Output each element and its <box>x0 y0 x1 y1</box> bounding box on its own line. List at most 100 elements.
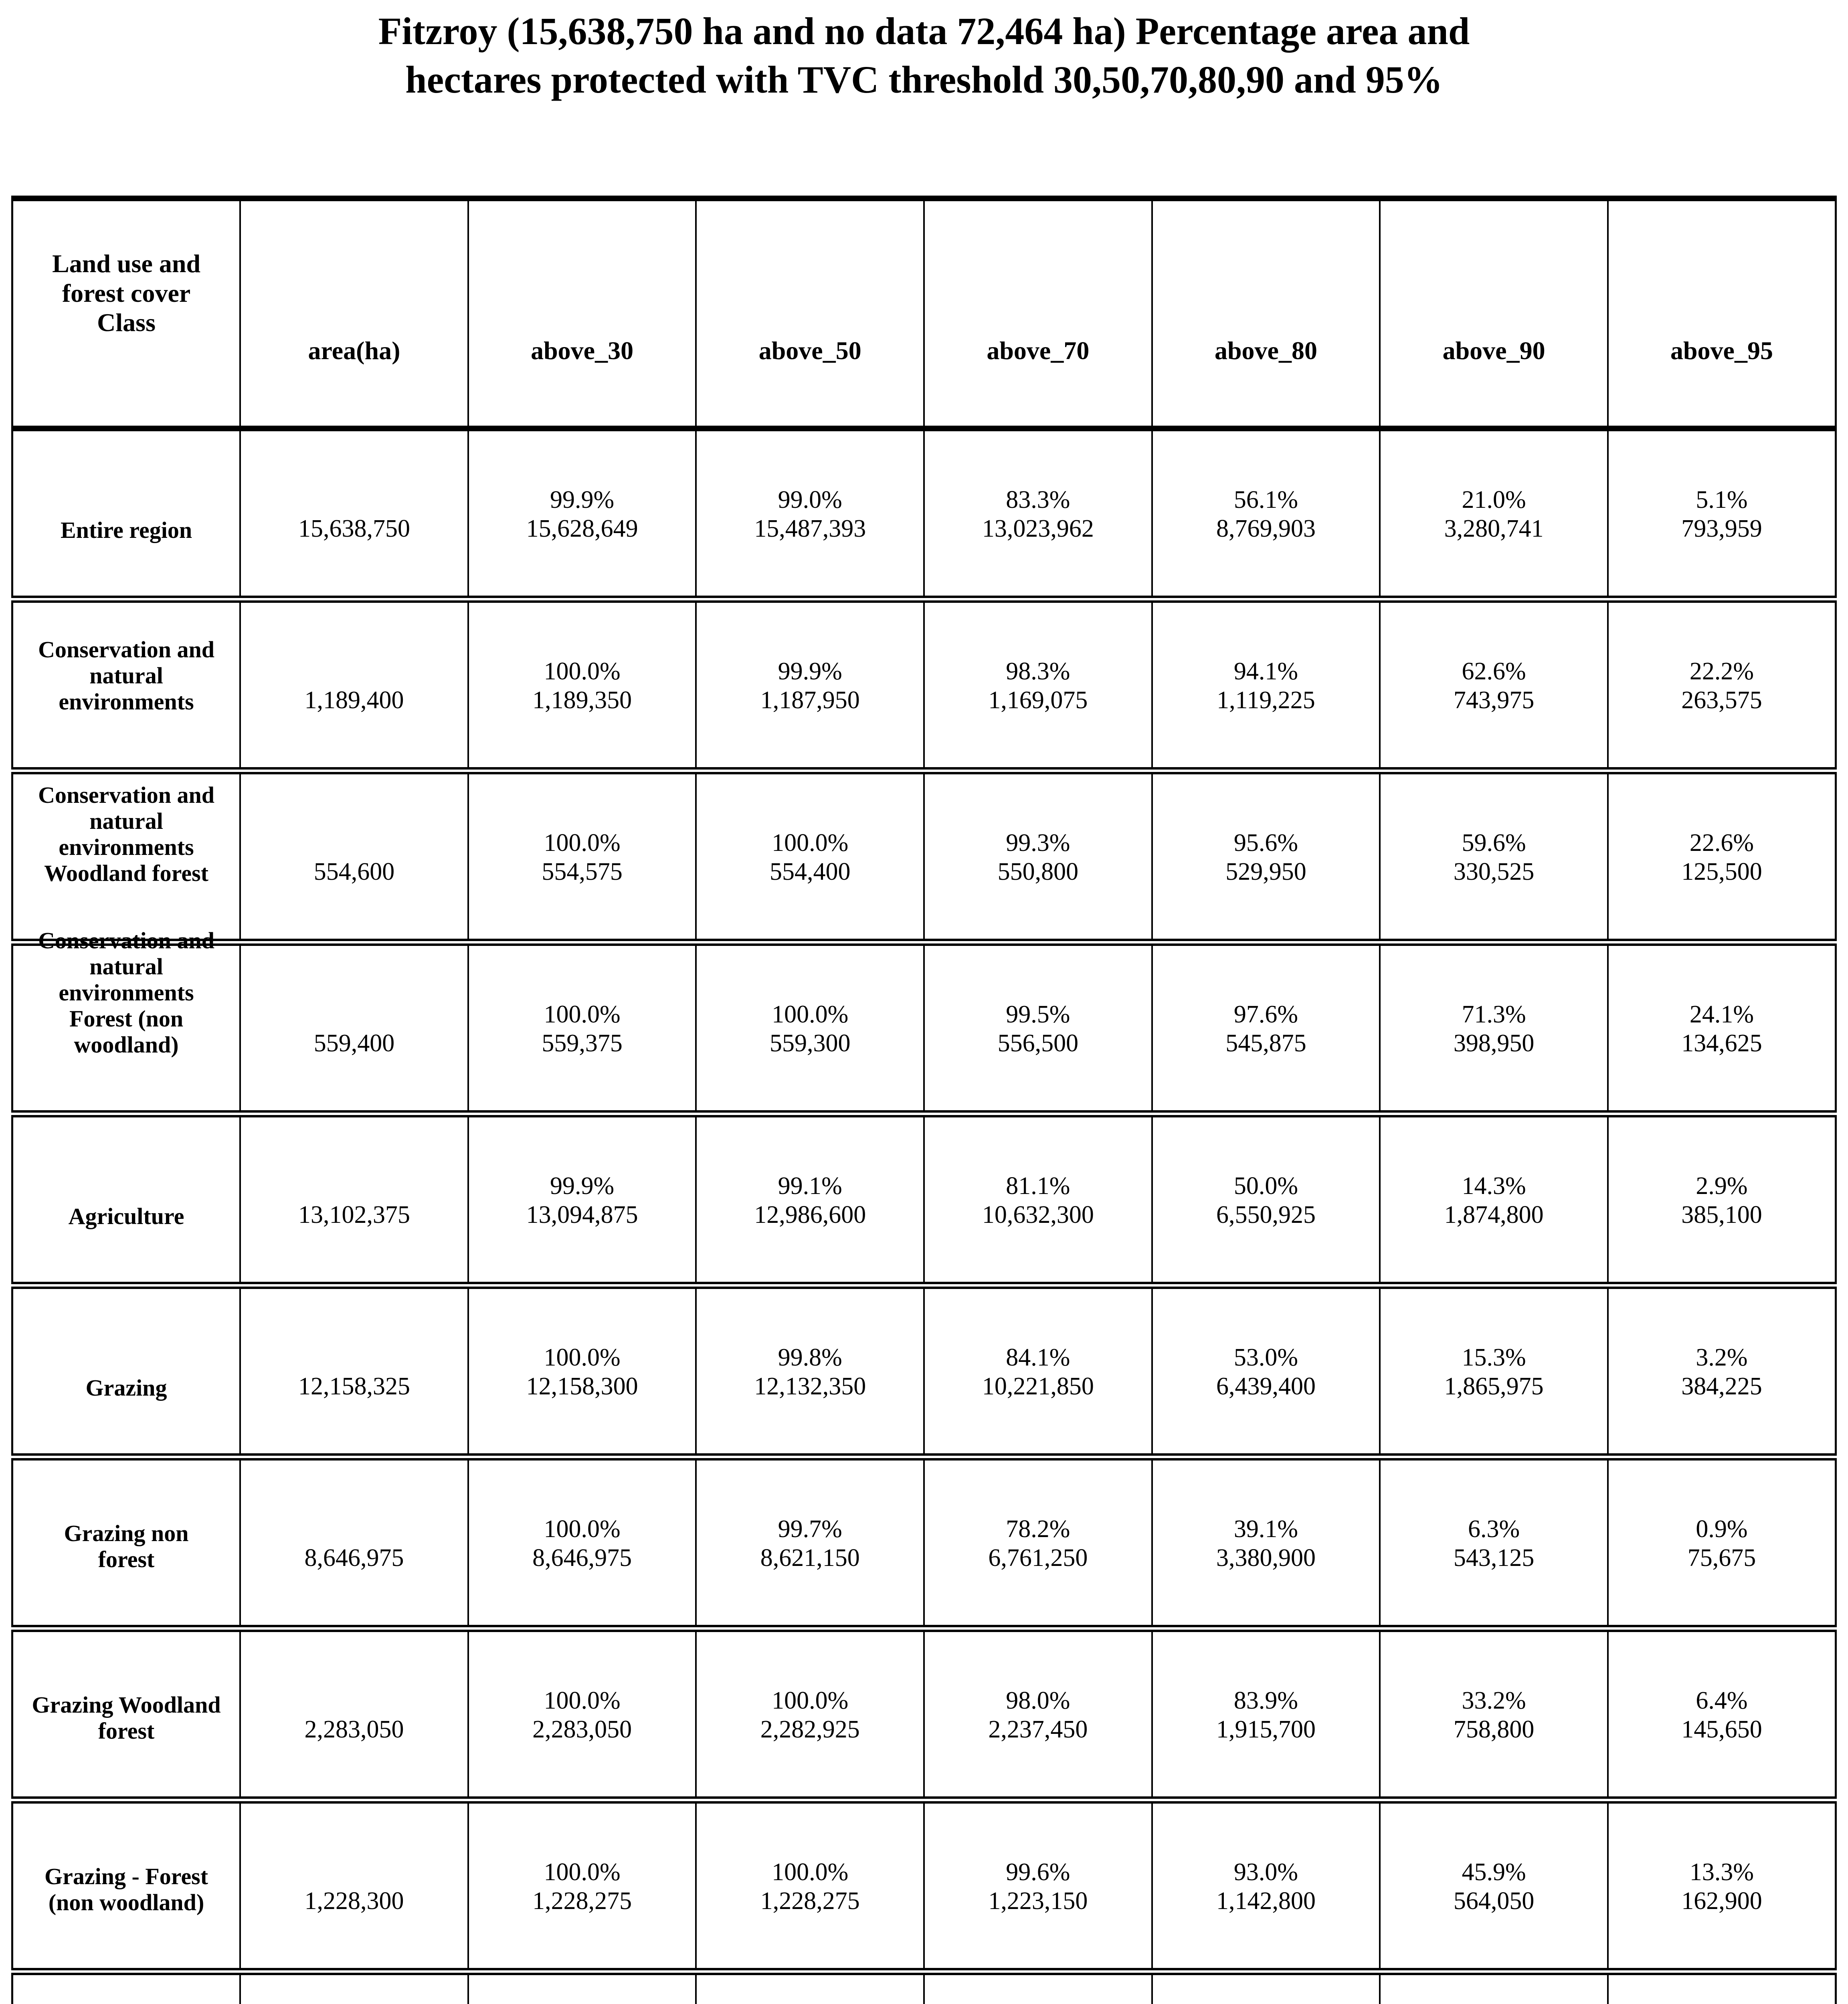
hectares-value: 10,632,300 <box>982 1201 1094 1228</box>
threshold-cell: 6.3% 543,125 <box>1379 1453 1608 1628</box>
row-label-cell: Agriculture <box>12 1110 241 1285</box>
percent-value: 15.3% <box>1462 1344 1526 1372</box>
threshold-cell: 22.6% 125,500 <box>1607 767 1836 942</box>
column-header-label: Land use and forest cover Class <box>52 249 201 337</box>
percent-value: 45.9% <box>1462 1859 1526 1886</box>
row-label-cell: Grazing - Forest (non woodland) <box>12 1796 241 1972</box>
hectares-value: 554,575 <box>542 858 623 885</box>
table-row: Entire region 15,638,750 99.9% 15,628,649 99… <box>12 425 1836 599</box>
column-header: above_90 <box>1379 198 1608 428</box>
hectares-value: 1,915,700 <box>1216 1716 1316 1743</box>
column-header-label: above_50 <box>758 336 861 365</box>
percent-value: 2.9% <box>1696 1172 1748 1200</box>
column-header: above_95 <box>1607 198 1836 428</box>
area-cell: 8,646,975 <box>239 1453 468 1628</box>
row-label: Conservation and natural environments Fo… <box>38 927 215 1058</box>
percent-value: 39.1% <box>1233 1515 1298 1543</box>
percent-value: 100.0% <box>772 829 849 857</box>
area-cell: 1,228,300 <box>239 1796 468 1972</box>
hectares-value: 3,280,741 <box>1444 515 1544 542</box>
hectares-value: 758,800 <box>1453 1716 1535 1743</box>
hectares-value: 545,875 <box>1225 1030 1306 1057</box>
threshold-cell: 24.1% 134,625 <box>1607 938 1836 1114</box>
threshold-cell: 62.6% 743,975 <box>1379 595 1608 771</box>
page-title: Fitzroy (15,638,750 ha and no data 72,46… <box>378 10 1470 101</box>
hectares-value: 2,282,925 <box>760 1716 860 1743</box>
percent-value: 84.1% <box>1006 1344 1070 1372</box>
row-label-cell: Entire region <box>12 425 241 599</box>
column-header-label: above_90 <box>1442 336 1545 365</box>
column-header: above_80 <box>1151 198 1380 428</box>
area-value: 15,638,750 <box>298 515 410 542</box>
percent-value: 6.3% <box>1468 1515 1520 1543</box>
hectares-value: 793,959 <box>1681 515 1762 542</box>
threshold-cell: 99.8% 12,132,350 <box>695 1281 924 1457</box>
percent-value: 99.5% <box>1006 1001 1070 1028</box>
column-header: above_50 <box>695 198 924 428</box>
percent-value: 22.2% <box>1689 658 1754 685</box>
threshold-cell: 100.0% 8,646,975 <box>467 1453 696 1628</box>
threshold-cell: 100.0% 554,575 <box>467 767 696 942</box>
percent-value: 98.3% <box>1006 658 1070 685</box>
hectares-value: 13,023,962 <box>982 515 1094 542</box>
table-row: Conservation and natural environments Fo… <box>12 927 1836 1114</box>
percent-value: 81.1% <box>1006 1172 1070 1200</box>
area-value: 12,158,325 <box>298 1373 410 1400</box>
percent-value: 0.9% <box>1696 1515 1748 1543</box>
column-header-label: above_80 <box>1214 336 1317 365</box>
percent-value: 56.1% <box>1233 486 1298 514</box>
hectares-value: 134,625 <box>1681 1030 1762 1057</box>
threshold-cell: 100.0% 1,228,275 <box>467 1796 696 1972</box>
percent-value: 21.0% <box>1462 486 1526 514</box>
percent-value: 50.0% <box>1233 1172 1298 1200</box>
threshold-cell: 100.0% 2,283,050 <box>467 1624 696 1800</box>
hectares-value: 75,675 <box>1687 1544 1756 1572</box>
column-header-label: above_95 <box>1670 336 1773 365</box>
hectares-value: 554,400 <box>769 858 851 885</box>
column-header: above_70 <box>923 198 1152 428</box>
threshold-cell: 83.3% 13,023,962 <box>923 425 1152 599</box>
threshold-cell: 100.0% 1,189,350 <box>467 595 696 771</box>
row-label: Agriculture <box>68 1203 184 1229</box>
threshold-cell: 50.0% 6,550,925 <box>1151 1110 1380 1285</box>
row-label: Grazing - Forest (non woodland) <box>44 1863 208 1915</box>
percent-value: 13.3% <box>1689 1859 1754 1886</box>
percent-value: 99.8% <box>778 1344 842 1372</box>
percent-value: 100.0% <box>544 829 621 857</box>
threshold-cell: 39.1% 3,380,900 <box>1151 1453 1380 1628</box>
hectares-value: 559,300 <box>769 1030 851 1057</box>
threshold-cell: 11.8%95,600 <box>1151 1968 1380 2004</box>
threshold-cell: 0.1%600 <box>1607 1968 1836 2004</box>
area-value: 2,283,050 <box>304 1716 404 1743</box>
threshold-cell: 14.3% 1,874,800 <box>1379 1110 1608 1285</box>
threshold-cell: 91.3%741,900 <box>695 1968 924 2004</box>
threshold-cell: 21.0% 3,280,741 <box>1379 425 1608 599</box>
threshold-cell: 44.3%360,425 <box>923 1968 1152 2004</box>
row-label: Entire region <box>61 517 192 543</box>
hectares-value: 559,375 <box>542 1030 623 1057</box>
percent-value: 99.9% <box>550 1172 615 1200</box>
area-cell: 15,638,750 <box>239 425 468 599</box>
percent-value: 24.1% <box>1689 1001 1754 1028</box>
hectares-value: 15,487,393 <box>754 515 866 542</box>
percent-value: 100.0% <box>544 658 621 685</box>
percent-value: 5.1% <box>1696 486 1748 514</box>
threshold-cell: 0.8%6,775 <box>1379 1968 1608 2004</box>
table-row: Grazing non forest 8,646,975 100.0% 8,646,9… <box>12 1453 1836 1628</box>
threshold-cell: 56.1% 8,769,903 <box>1151 425 1380 599</box>
threshold-cell: 99.9% 1,187,950 <box>695 595 924 771</box>
hectares-value: 1,865,975 <box>1444 1373 1544 1400</box>
percent-value: 99.3% <box>1006 829 1070 857</box>
hectares-value: 550,800 <box>997 858 1079 885</box>
threshold-cell: 78.2% 6,761,250 <box>923 1453 1152 1628</box>
percent-value: 100.0% <box>544 1859 621 1886</box>
row-label: Grazing Woodland forest <box>32 1692 221 1744</box>
threshold-cell: 15.3% 1,865,975 <box>1379 1281 1608 1457</box>
area-value: 559,400 <box>313 1030 395 1057</box>
percent-value: 100.0% <box>772 1859 849 1886</box>
threshold-cell: 83.9% 1,915,700 <box>1151 1624 1380 1800</box>
row-label-cell: Conservation and natural environments Wo… <box>12 767 241 942</box>
hectares-value: 1,142,800 <box>1216 1887 1316 1915</box>
hectares-value: 2,283,050 <box>532 1716 632 1743</box>
threshold-cell: 45.9% 564,050 <box>1379 1796 1608 1972</box>
